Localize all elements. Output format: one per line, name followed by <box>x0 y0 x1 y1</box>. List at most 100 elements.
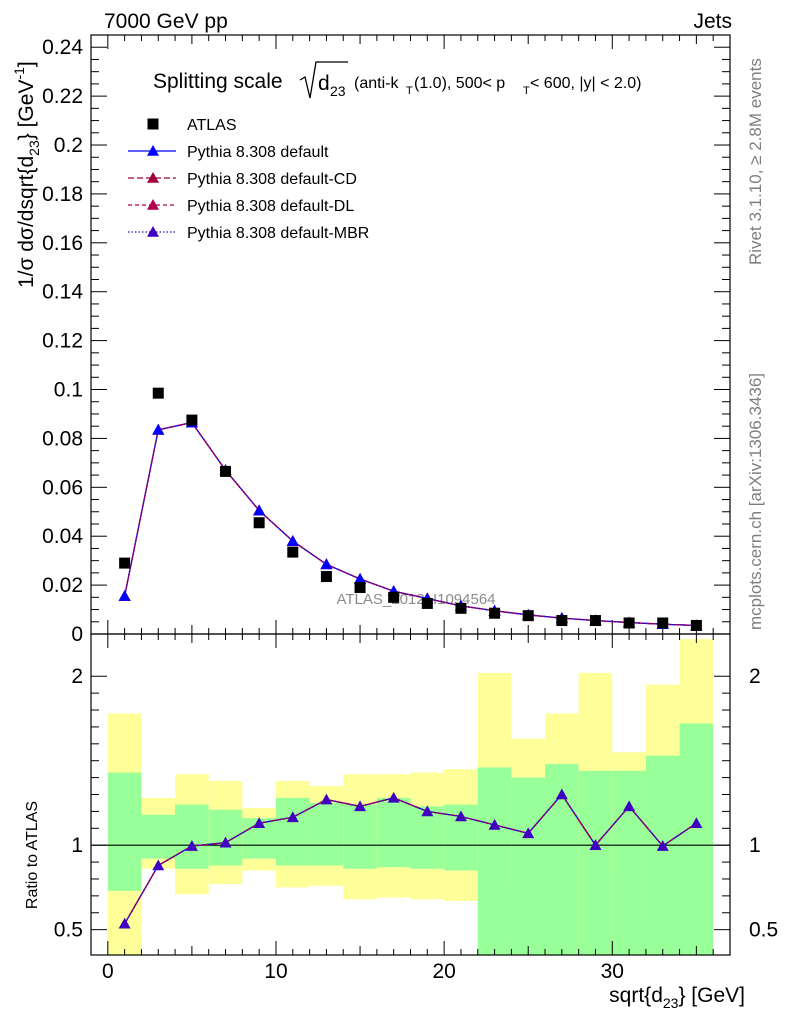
data-point <box>556 615 568 627</box>
data-point <box>623 617 635 629</box>
band-inner-bin <box>679 723 714 955</box>
plot-title: Splitting scale d 23 (anti-k T (1.0), 50… <box>153 61 642 99</box>
data-point <box>657 617 669 629</box>
header-left: 7000 GeV pp <box>104 10 228 33</box>
y-label-end: ] <box>15 61 38 67</box>
data-point <box>287 546 299 558</box>
title-part3: < 600, |y| < 2.0) <box>530 75 642 92</box>
ratio-point <box>690 817 703 829</box>
legend-marker <box>147 118 159 130</box>
ratio-point <box>253 817 266 829</box>
y-tick-label: 0.06 <box>42 476 83 499</box>
data-point <box>119 557 131 569</box>
data-point <box>320 571 332 583</box>
title-var-sub: 23 <box>330 83 346 99</box>
ratio-line-mbr <box>124 793 697 925</box>
legend-marker <box>147 226 159 237</box>
band-inner-bin <box>309 802 344 866</box>
series-line-mbr <box>123 421 697 627</box>
y-tick-label: 0.5 <box>54 919 83 942</box>
y-tick-label: 0.12 <box>42 330 83 353</box>
main-axes: 0 0.02 0.04 0.06 0.08 0.1 0.12 0.14 0.16 0.18 0.2 0… <box>42 34 731 646</box>
ratio-bands <box>107 639 714 955</box>
ratio-point <box>152 859 165 871</box>
data-point <box>220 465 232 477</box>
y-tick-label: 0.2 <box>54 134 83 157</box>
band-inner-bin <box>477 767 512 955</box>
data-point <box>388 591 400 603</box>
y-tick-label: 0.18 <box>42 183 83 206</box>
data-point <box>455 602 467 614</box>
band-inner-bin <box>343 804 377 869</box>
y-label-sub: 23 <box>26 140 42 156</box>
legend-label: Pythia 8.308 default-MBR <box>187 225 369 242</box>
watermark: ATLAS_2012_I1094564 <box>336 591 495 608</box>
y-tick-label: 1 <box>71 834 83 857</box>
y-tick-label: 0.08 <box>42 427 83 450</box>
rivet-label: Rivet 3.1.10, ≥ 2.8M events <box>746 58 765 265</box>
x-tick-label: 10 <box>264 960 287 983</box>
ratio-point <box>185 840 198 851</box>
y-tick-label: 0.16 <box>42 232 83 255</box>
band-inner-bin <box>612 770 646 955</box>
ratio-y-tick-label-right: 2 <box>749 665 761 688</box>
y-tick-label: 2 <box>71 665 83 688</box>
y-tick-label: 0.22 <box>42 85 83 108</box>
title-part1-sub: T <box>406 85 413 97</box>
y-tick-label: 0.02 <box>42 574 83 597</box>
series-point-default <box>320 558 333 570</box>
mcplots-label: mcplots.cern.ch [arXiv:1306.3436] <box>746 373 765 630</box>
ratio-y-label: Ratio to ATLAS <box>24 801 41 909</box>
ratio-point <box>219 836 232 848</box>
y-tick-label: 0.04 <box>42 525 83 548</box>
header-right: Jets <box>693 10 732 33</box>
band-inner-bin <box>275 797 310 866</box>
band-inner-bin <box>175 804 209 869</box>
title-part1: (anti-k <box>354 75 399 92</box>
y-label-main: 1/σ dσ/dsqrt{d <box>15 156 38 288</box>
ratio-point <box>286 811 299 823</box>
ratio-y-tick-label-right: 0.5 <box>749 919 778 942</box>
series-point-default <box>152 423 165 435</box>
legend-label: Pythia 8.308 default-CD <box>187 171 357 188</box>
legend-label: ATLAS <box>187 117 237 134</box>
series-point-default <box>118 590 131 601</box>
y-tick-label: 0.14 <box>42 281 83 304</box>
title-part2: (1.0), 500< p <box>414 75 505 92</box>
x-axis-label: sqrt{d23} [GeV] <box>609 984 745 1011</box>
x-label-sub: 23 <box>663 995 679 1011</box>
band-inner-bin <box>511 777 546 955</box>
legend-marker <box>147 145 159 156</box>
ratio-point <box>354 800 367 812</box>
title-part2-sub: T <box>523 85 530 97</box>
title-prefix: Splitting scale <box>153 70 283 93</box>
ratio-point <box>454 810 467 822</box>
ratio-point <box>656 840 669 851</box>
data-point <box>589 615 601 627</box>
data-point <box>489 607 501 619</box>
ratio-y-tick-label-right: 1 <box>749 834 761 857</box>
data-point <box>690 619 702 631</box>
series-point-default <box>354 572 367 584</box>
data-point <box>522 610 534 622</box>
legend-label: Pythia 8.308 default <box>187 144 329 161</box>
sqrt-symbol <box>299 61 348 99</box>
band-inner-bin <box>645 755 680 955</box>
ratio-point <box>421 805 434 817</box>
band-inner-bin <box>578 770 613 955</box>
y-tick-label: 0.1 <box>54 379 83 402</box>
legend: ATLAS Pythia 8.308 default Pythia 8.308 de… <box>128 117 369 242</box>
ratio-point <box>320 793 333 805</box>
y-axis-label: 1/σ dσ/dsqrt{d23} [GeV-1] <box>11 61 42 288</box>
x-label-main: sqrt{d <box>609 984 663 1007</box>
legend-marker <box>147 172 159 183</box>
ratio-point <box>623 800 636 812</box>
y-tick-label: 0 <box>71 623 83 646</box>
data-point <box>253 517 265 529</box>
legend-label: Pythia 8.308 default-DL <box>187 198 354 215</box>
y-label-mid: } [GeV <box>15 80 38 141</box>
band-inner-bin <box>141 814 176 859</box>
data-point <box>186 414 198 426</box>
